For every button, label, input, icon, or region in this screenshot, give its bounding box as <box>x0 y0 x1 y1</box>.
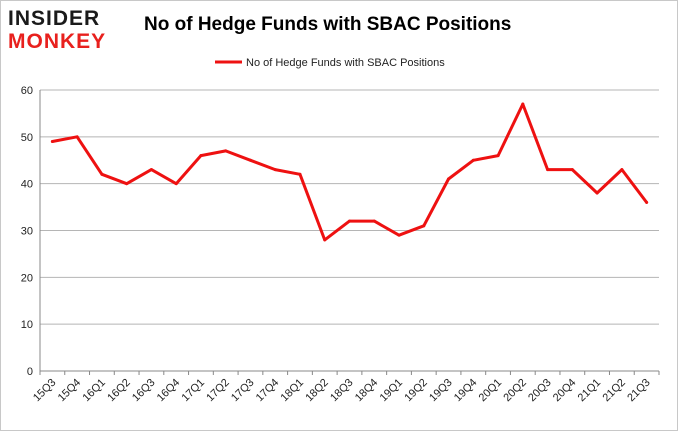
logo-line1: INSIDER <box>8 7 101 30</box>
y-tick-label: 30 <box>21 226 33 238</box>
y-tick-label: 0 <box>27 366 33 378</box>
data-point <box>199 154 203 158</box>
x-tick-label: 15Q4 <box>56 377 84 405</box>
legend-label: No of Hedge Funds with SBAC Positions <box>246 57 445 69</box>
x-tick-label: 18Q3 <box>328 377 356 405</box>
data-point <box>496 154 500 158</box>
y-tick-label: 50 <box>21 132 33 144</box>
x-tick-label: 16Q2 <box>105 377 133 405</box>
series-line-0 <box>50 102 649 242</box>
x-tick-label: 16Q4 <box>155 377 183 405</box>
data-point <box>521 102 525 106</box>
data-point <box>595 191 599 195</box>
y-tick-label: 60 <box>21 85 33 97</box>
data-point <box>546 168 550 172</box>
y-tick-label: 10 <box>21 319 33 331</box>
x-tick-label: 20Q3 <box>526 377 554 405</box>
data-point <box>125 182 129 186</box>
x-tick-label: 21Q1 <box>576 377 604 405</box>
x-tick-label: 21Q2 <box>600 377 628 405</box>
data-point <box>620 168 624 172</box>
data-point <box>645 200 649 204</box>
data-point <box>100 172 104 176</box>
data-point <box>323 238 327 242</box>
x-tick-label: 15Q3 <box>31 377 59 405</box>
data-point <box>397 233 401 237</box>
insider-monkey-logo: INSIDER MONKEY <box>8 8 126 54</box>
data-point <box>372 219 376 223</box>
x-tick-label: 20Q1 <box>477 377 505 405</box>
data-point <box>75 135 79 139</box>
data-point <box>149 168 153 172</box>
data-point <box>447 177 451 181</box>
x-tick-label: 21Q3 <box>625 377 653 405</box>
data-point <box>422 224 426 228</box>
logo-line2: MONKEY <box>8 30 107 53</box>
x-tick-label: 19Q1 <box>378 377 406 405</box>
x-tick-label: 16Q1 <box>80 377 108 405</box>
x-tick-label: 20Q2 <box>501 377 529 405</box>
x-tick-label: 17Q3 <box>229 377 257 405</box>
x-tick-label: 18Q1 <box>279 377 307 405</box>
data-point <box>273 168 277 172</box>
data-point <box>348 219 351 223</box>
x-tick-label: 16Q3 <box>130 377 158 405</box>
data-point <box>224 149 228 153</box>
data-point <box>174 182 178 186</box>
data-point <box>471 158 475 162</box>
x-tick-label: 20Q4 <box>551 377 579 405</box>
x-tick-label: 19Q4 <box>452 377 480 405</box>
x-tick-label: 17Q1 <box>180 377 208 405</box>
x-tick-label: 17Q2 <box>204 377 232 405</box>
y-tick-label: 20 <box>21 272 33 284</box>
x-tick-label: 18Q2 <box>303 377 331 405</box>
x-tick-label: 19Q3 <box>427 377 455 405</box>
data-point <box>50 140 54 144</box>
x-tick-label: 18Q4 <box>353 377 381 405</box>
data-point <box>298 172 302 176</box>
x-tick-label: 17Q4 <box>254 377 282 405</box>
x-tick-label: 19Q2 <box>402 377 430 405</box>
y-tick-label: 40 <box>21 179 33 191</box>
data-point <box>570 168 574 172</box>
chart-title: No of Hedge Funds with SBAC Positions <box>144 14 512 35</box>
data-point <box>248 158 252 162</box>
